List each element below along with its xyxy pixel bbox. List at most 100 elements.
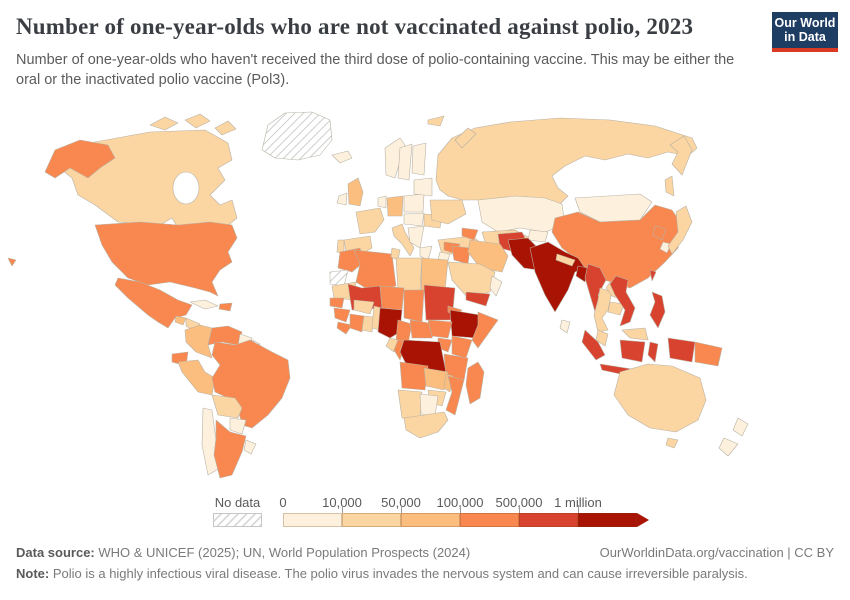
- country-cuba[interactable]: [189, 299, 219, 310]
- country-hawaii[interactable]: [7, 257, 17, 267]
- country-kazakhstan[interactable]: [477, 195, 566, 233]
- legend-tick-1: 10,000: [322, 495, 362, 510]
- country-kenya[interactable]: [451, 335, 473, 359]
- country-brazil[interactable]: [211, 339, 291, 429]
- legend-bin-6[interactable]: [578, 513, 637, 527]
- country-colombia[interactable]: [184, 324, 213, 359]
- country-svalbard[interactable]: [427, 115, 445, 127]
- country-algeria[interactable]: [353, 249, 397, 293]
- country-venezuela[interactable]: [207, 325, 243, 346]
- country-new-zealand-south[interactable]: [718, 437, 739, 457]
- country-zambia[interactable]: [423, 367, 449, 391]
- country-kamchatka[interactable]: [669, 135, 693, 176]
- legend-bin-1[interactable]: [283, 513, 342, 527]
- country-japan[interactable]: [667, 205, 693, 255]
- country-malaysia-borneo[interactable]: [621, 327, 649, 341]
- country-oman[interactable]: [489, 275, 503, 297]
- country-iraq[interactable]: [451, 245, 471, 265]
- legend-tick-mark: [578, 505, 579, 513]
- country-saudi-arabia[interactable]: [447, 261, 496, 299]
- country-caucasus[interactable]: [461, 227, 479, 241]
- legend-bin-4[interactable]: [460, 513, 519, 527]
- country-papua-new-guinea[interactable]: [694, 341, 723, 367]
- country-mexico[interactable]: [114, 277, 193, 329]
- country-indonesia-kalimantan[interactable]: [619, 339, 646, 363]
- country-vietnam[interactable]: [609, 275, 636, 327]
- country-australia[interactable]: [613, 363, 707, 433]
- country-ghana[interactable]: [361, 315, 375, 333]
- country-south-africa[interactable]: [403, 411, 449, 439]
- country-namibia[interactable]: [397, 389, 423, 421]
- hudson-bay: [172, 171, 200, 205]
- country-ivory-coast[interactable]: [349, 313, 365, 333]
- owid-logo[interactable]: Our World in Data: [772, 12, 838, 52]
- country-sakhalin[interactable]: [664, 175, 675, 197]
- country-poland[interactable]: [403, 193, 425, 213]
- country-senegal[interactable]: [329, 297, 345, 309]
- country-nigeria[interactable]: [377, 307, 403, 339]
- country-uruguay[interactable]: [243, 439, 257, 455]
- legend-bin-2[interactable]: [342, 513, 401, 527]
- country-kyrgyz-tajik[interactable]: [527, 229, 549, 243]
- country-cambodia[interactable]: [607, 301, 625, 316]
- country-belarus-baltics[interactable]: [413, 177, 433, 197]
- country-paraguay[interactable]: [229, 417, 247, 435]
- country-angola[interactable]: [399, 361, 429, 391]
- country-uk[interactable]: [347, 177, 364, 207]
- country-argentina[interactable]: [213, 419, 247, 479]
- country-madagascar[interactable]: [465, 361, 485, 405]
- country-yemen[interactable]: [465, 291, 491, 307]
- country-libya[interactable]: [395, 257, 423, 293]
- country-central-europe[interactable]: [403, 212, 425, 227]
- country-south-sudan[interactable]: [427, 319, 453, 339]
- country-bolivia[interactable]: [211, 394, 243, 419]
- country-north-korea[interactable]: [652, 225, 667, 241]
- country-germany[interactable]: [386, 195, 404, 217]
- country-new-zealand-north[interactable]: [732, 417, 749, 437]
- country-arctic-islands[interactable]: [454, 127, 477, 149]
- country-alaska[interactable]: [44, 139, 116, 179]
- country-burkina-faso[interactable]: [353, 299, 375, 315]
- owid-link[interactable]: OurWorldinData.org/vaccination | CC BY: [599, 545, 834, 560]
- country-botswana[interactable]: [419, 393, 439, 417]
- country-peru[interactable]: [177, 359, 216, 396]
- country-malaysia[interactable]: [595, 329, 609, 347]
- country-niger[interactable]: [379, 285, 405, 311]
- country-guatemala[interactable]: [174, 315, 187, 326]
- country-italy[interactable]: [391, 223, 415, 257]
- country-guinea[interactable]: [333, 307, 351, 323]
- country-thailand[interactable]: [593, 287, 613, 333]
- country-benelux[interactable]: [377, 195, 387, 209]
- legend-bin-5[interactable]: [519, 513, 578, 527]
- country-south-korea[interactable]: [659, 241, 672, 254]
- country-taiwan[interactable]: [649, 269, 657, 282]
- country-canada-islands[interactable]: [149, 116, 179, 131]
- country-ireland[interactable]: [336, 192, 348, 206]
- country-nepal[interactable]: [555, 253, 576, 267]
- country-finland[interactable]: [411, 142, 427, 176]
- country-indonesia-sulawesi[interactable]: [647, 341, 659, 363]
- country-chad[interactable]: [403, 289, 425, 323]
- country-somalia[interactable]: [471, 311, 499, 349]
- country-france[interactable]: [355, 207, 385, 235]
- country-canada-islands[interactable]: [184, 113, 211, 129]
- country-philippines[interactable]: [649, 291, 666, 329]
- country-tasmania[interactable]: [665, 437, 679, 449]
- country-greenland[interactable]: [261, 111, 333, 161]
- country-sri-lanka[interactable]: [559, 319, 571, 334]
- country-russia[interactable]: [435, 117, 698, 205]
- country-indonesia-papua[interactable]: [667, 337, 696, 363]
- country-sierra-leone-liberia[interactable]: [336, 321, 353, 335]
- legend-no-data-label: No data: [214, 495, 261, 510]
- country-ukraine[interactable]: [429, 199, 467, 225]
- country-usa[interactable]: [94, 221, 238, 297]
- legend-bin-3[interactable]: [401, 513, 460, 527]
- country-canada-islands[interactable]: [214, 120, 237, 136]
- country-mozambique[interactable]: [445, 375, 465, 416]
- chart-footer: Data source: WHO & UNICEF (2025); UN, Wo…: [16, 545, 834, 581]
- country-hispaniola[interactable]: [218, 302, 233, 312]
- country-iceland[interactable]: [331, 150, 353, 164]
- country-sweden[interactable]: [397, 143, 413, 181]
- country-indonesia-sumatra[interactable]: [581, 329, 606, 361]
- legend-no-data-swatch[interactable]: [213, 513, 262, 527]
